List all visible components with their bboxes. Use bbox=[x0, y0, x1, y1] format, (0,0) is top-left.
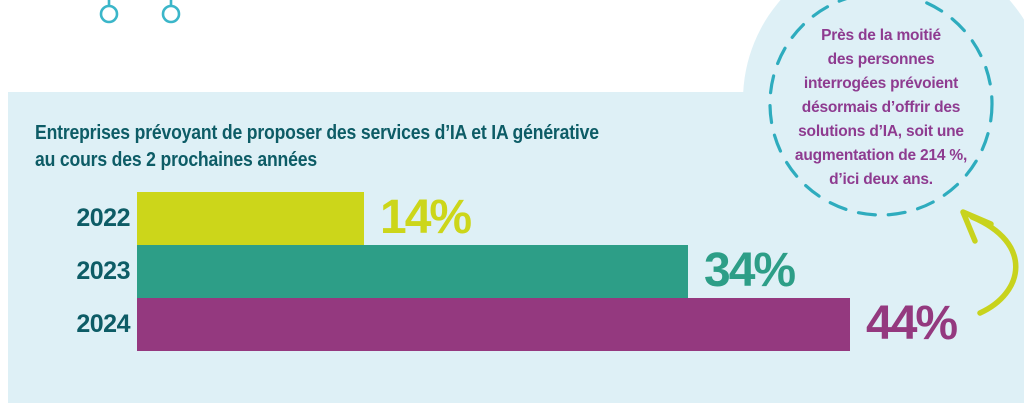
callout-text: Près de la moitié des personnes interrog… bbox=[794, 27, 968, 188]
bar-2022 bbox=[137, 192, 364, 245]
hanging-string-icon bbox=[99, 0, 181, 24]
year-label-2023: 2023 bbox=[76, 257, 130, 285]
year-label-2024: 2024 bbox=[76, 310, 130, 338]
value-label-2022: 14% bbox=[380, 191, 472, 244]
value-label-2023: 34% bbox=[704, 244, 796, 297]
bar-2023 bbox=[137, 245, 688, 298]
bar-2024 bbox=[137, 298, 850, 351]
bar-row-2024: 2024 44% bbox=[0, 298, 1024, 351]
bar-row-2022: 2022 14% bbox=[0, 192, 1024, 245]
value-label-2024: 44% bbox=[866, 297, 958, 350]
chart-title: Entreprises prévoyant de proposer des se… bbox=[35, 122, 599, 171]
bar-row-2023: 2023 34% bbox=[0, 245, 1024, 298]
year-label-2022: 2022 bbox=[76, 204, 130, 232]
bar-chart: 2022 14% 2023 34% 2024 44% bbox=[0, 192, 1024, 351]
